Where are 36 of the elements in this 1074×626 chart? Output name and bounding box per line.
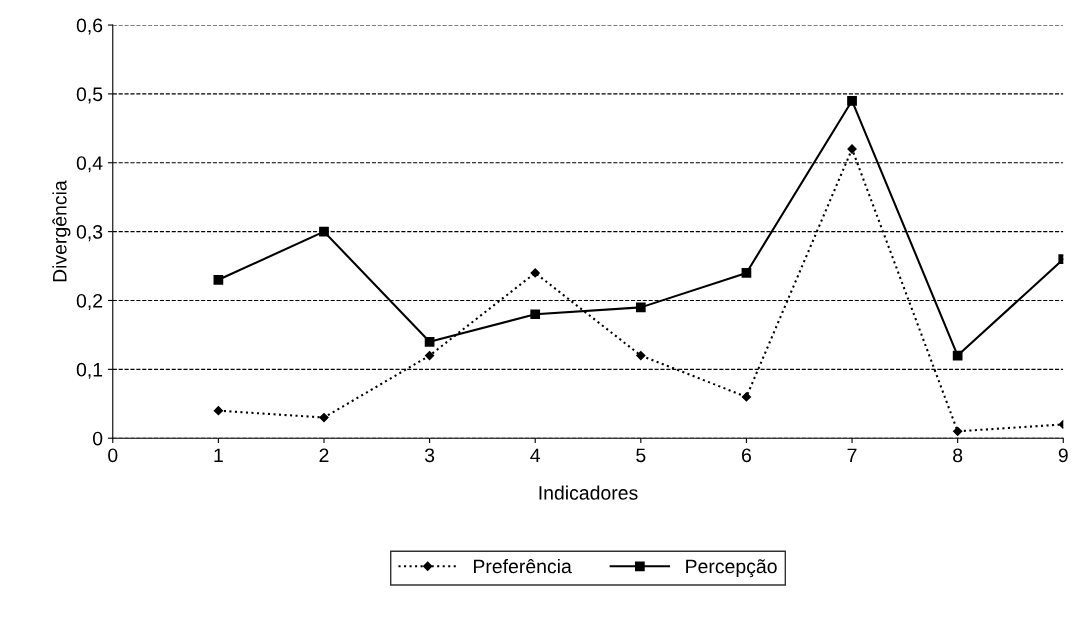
y-tick-label: 0,1 [76,362,103,379]
point [952,350,963,361]
point [636,350,646,361]
point [530,309,541,320]
point [424,336,435,347]
point [213,274,224,285]
point [635,302,646,313]
x-tick-label: 9 [1058,448,1068,463]
y-tick-label: 0 [92,431,103,446]
legend-label: Preferência [473,558,572,574]
x-tick-label: 5 [636,448,646,463]
y-tick-label: 0,3 [76,225,103,242]
x-tick-label: 7 [847,448,857,463]
point [953,426,963,436]
point [847,95,857,106]
y-tick-label: 0,5 [76,87,103,104]
x-tick-label: 3 [424,448,435,463]
legend-label: Percepção [686,559,777,578]
y-axis-title: Divergência [52,180,71,282]
point [741,392,752,402]
x-tick-label: 8 [953,448,963,463]
x-tick-label: 4 [530,448,541,463]
y-tick-label: 0,4 [76,156,103,173]
x-tick-label: 0 [108,448,118,463]
y-tick-label: 0,6 [76,18,103,35]
y-tick-label: 0,2 [76,293,103,311]
x-tick-label: 1 [214,448,223,463]
point [530,268,540,278]
point [213,406,224,416]
point [319,226,329,237]
x-axis-title: Indicadores [539,485,638,500]
x-tick-label: 6 [742,448,751,463]
x-tick-label: 2 [319,448,329,463]
point [741,268,752,278]
point [424,350,435,361]
point [319,412,329,423]
